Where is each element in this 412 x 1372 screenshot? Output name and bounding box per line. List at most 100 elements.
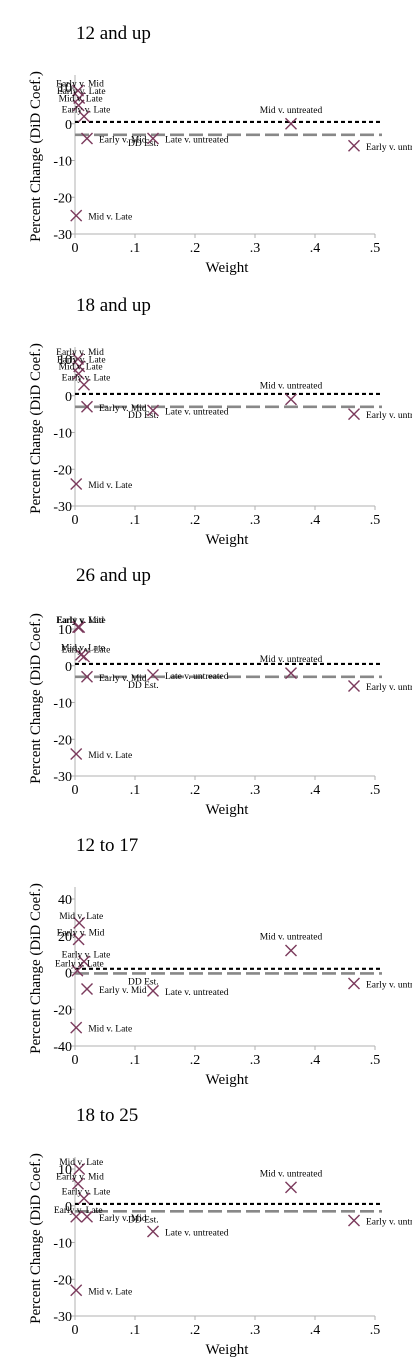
data-point: [72, 621, 84, 634]
data-point: [348, 408, 360, 421]
x-tick-label: .1: [130, 783, 141, 798]
point-label: Mid v. untreated: [260, 1169, 323, 1179]
x-tick-label: .2: [190, 513, 201, 528]
point-label: Early v. Late: [57, 87, 106, 97]
x-tick-label: 0: [72, 1323, 79, 1338]
data-point: [75, 648, 87, 661]
data-point: [78, 955, 90, 968]
y-axis-label: Percent Change (DiD Coef.): [28, 613, 44, 784]
y-tick-label: -40: [53, 1040, 72, 1055]
y-tick-label: -30: [53, 500, 72, 515]
data-point: [348, 679, 360, 692]
chart-title: 18 to 25: [76, 1105, 138, 1126]
y-tick-label: -10: [53, 697, 72, 712]
data-point: [285, 667, 297, 680]
chart-title: 26 and up: [76, 565, 151, 586]
dd-estimate-label: DD Est.: [128, 411, 159, 421]
point-label: Early v. Late: [57, 355, 106, 365]
y-tick-label: -10: [53, 427, 72, 442]
dd-estimate-label: DD Est.: [128, 1215, 159, 1225]
dd-estimate-label: DD Est.: [128, 139, 159, 149]
point-label: Early v. Mid: [99, 135, 147, 145]
point-label: Early v. untreated: [366, 143, 412, 153]
data-point: [73, 916, 86, 929]
point-label: Mid v. Late: [59, 94, 103, 104]
data-point: [70, 1284, 83, 1297]
data-point: [81, 983, 93, 996]
data-point: [72, 367, 85, 380]
y-tick-label: -10: [53, 1237, 72, 1252]
point-label: Early v. Late: [62, 646, 111, 656]
data-point: [78, 110, 90, 123]
x-tick-label: .2: [190, 1323, 201, 1338]
x-tick-label: .5: [370, 783, 381, 798]
y-tick-label: -20: [53, 463, 72, 478]
data-point: [147, 668, 159, 681]
point-label: Early v. Mid: [56, 616, 104, 626]
data-point: [81, 1210, 93, 1223]
data-point: [73, 1163, 86, 1175]
data-point: [147, 132, 159, 145]
data-point: [72, 84, 84, 97]
y-tick-label: -30: [53, 228, 72, 243]
chart-panel: 18 and up100-10-20-300.1.2.3.4.5WeightPe…: [28, 295, 412, 548]
x-tick-label: .3: [250, 513, 261, 528]
point-label: Early v. Late: [62, 950, 111, 960]
point-label: Late v. untreated: [165, 988, 229, 998]
y-tick-label: 0: [65, 1200, 72, 1215]
chart-title: 12 to 17: [76, 835, 138, 856]
data-point: [81, 132, 93, 145]
y-tick-label: 0: [65, 660, 72, 675]
data-point: [81, 670, 93, 683]
x-tick-label: .2: [190, 241, 201, 256]
data-point: [348, 1214, 360, 1227]
point-label: Mid v. untreated: [260, 655, 323, 665]
point-label: Early v. Mid: [99, 986, 147, 996]
point-label: Early v. Late: [54, 1206, 103, 1216]
x-tick-label: .5: [370, 513, 381, 528]
x-tick-label: .3: [250, 783, 261, 798]
data-point: [285, 1181, 297, 1194]
data-point: [72, 353, 84, 365]
data-point: [78, 378, 90, 391]
point-label: Early v. Mid: [56, 348, 104, 358]
point-label: Mid v. untreated: [260, 106, 323, 116]
point-label: Early v. untreated: [366, 1217, 412, 1227]
data-point: [72, 99, 85, 112]
y-tick-label: -30: [53, 770, 72, 785]
point-label: Late v. untreated: [165, 135, 229, 145]
dd-estimate-label: DD Est.: [128, 977, 159, 987]
x-axis-label: Weight: [206, 1072, 250, 1088]
x-tick-label: .1: [130, 241, 141, 256]
data-point: [70, 209, 83, 222]
y-tick-label: -10: [53, 155, 72, 170]
y-axis-label: Percent Change (DiD Coef.): [28, 883, 44, 1054]
point-label: Early v. Late: [62, 105, 111, 115]
x-tick-label: .3: [250, 1323, 261, 1338]
data-point: [78, 1192, 90, 1205]
y-tick-label: -20: [53, 1003, 72, 1018]
x-axis-label: Weight: [206, 260, 250, 276]
x-tick-label: .1: [130, 1323, 141, 1338]
y-tick-label: 0: [65, 390, 72, 405]
point-label: Late v. untreated: [165, 672, 229, 682]
y-tick-label: -20: [53, 1273, 72, 1288]
x-axis-label: Weight: [206, 532, 250, 548]
y-tick-label: 10: [58, 623, 72, 638]
y-tick-label: 0: [65, 967, 72, 982]
data-point: [70, 1021, 83, 1034]
data-point: [147, 404, 159, 417]
chart-title: 12 and up: [76, 23, 151, 44]
point-label: Mid v. Late: [59, 912, 103, 922]
y-axis-label: Percent Change (DiD Coef.): [28, 1153, 44, 1324]
data-point: [72, 1177, 84, 1190]
point-label: Early v. untreated: [366, 683, 412, 693]
x-tick-label: .5: [370, 1323, 381, 1338]
data-point: [348, 139, 360, 152]
y-axis-label: Percent Change (DiD Coef.): [28, 343, 44, 514]
x-tick-label: .4: [310, 241, 321, 256]
point-label: Mid v. Late: [88, 213, 132, 223]
point-label: Early v. Mid: [57, 928, 105, 938]
chart-title: 18 and up: [76, 295, 151, 316]
x-axis-label: Weight: [206, 1342, 250, 1358]
